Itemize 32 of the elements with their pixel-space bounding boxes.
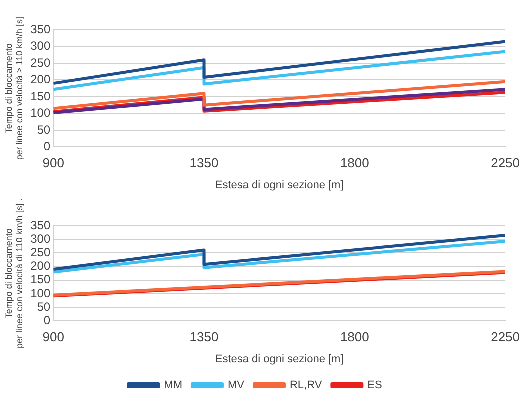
x-tick-label: 2250 xyxy=(491,156,520,171)
x-tick-label: 1350 xyxy=(190,156,219,171)
y-tick-label: 250 xyxy=(30,56,51,70)
y-tick-label: 350 xyxy=(30,218,51,232)
legend-label: RL,RV xyxy=(290,380,323,392)
y-tick-label: 200 xyxy=(30,72,51,87)
legend-label: ES xyxy=(368,380,382,392)
y-tick-label: 0 xyxy=(44,140,51,154)
y-axis-title: Tempo di bloccamento per linee con velocità di 110 km/h [s] . xyxy=(4,198,25,349)
x-tick-label: 1800 xyxy=(340,156,370,171)
y-axis-title: Tempo di bloccamento per linee con velocità > 110 km/h [s] xyxy=(4,17,25,160)
legend-label: MM xyxy=(164,380,182,392)
x-tick-label: 900 xyxy=(42,330,64,345)
y-tick-label: 0 xyxy=(44,314,51,328)
y-tick-label: 200 xyxy=(30,259,51,274)
x-tick-label: 900 xyxy=(42,156,64,171)
y-tick-label: 100 xyxy=(30,106,51,120)
x-axis-title: Estesa di ogni sezione [m] xyxy=(215,353,344,366)
x-axis-title: Estesa di ogni sezione [m] xyxy=(215,179,344,192)
y-tick-label: 300 xyxy=(30,232,51,246)
x-tick-label: 1800 xyxy=(340,330,370,345)
y-tick-label: 250 xyxy=(30,246,51,260)
y-tick-label: 100 xyxy=(30,286,51,300)
y-tick-label: 150 xyxy=(30,89,51,104)
y-tick-label: 150 xyxy=(30,272,51,287)
y-tick-label: 50 xyxy=(37,122,51,137)
legend-label: MV xyxy=(228,380,246,392)
x-tick-label: 1350 xyxy=(190,330,219,345)
x-tick-label: 2250 xyxy=(491,330,520,345)
y-tick-label: 300 xyxy=(30,39,51,54)
y-tick-label: 350 xyxy=(30,22,51,36)
y-tick-label: 50 xyxy=(37,300,51,314)
